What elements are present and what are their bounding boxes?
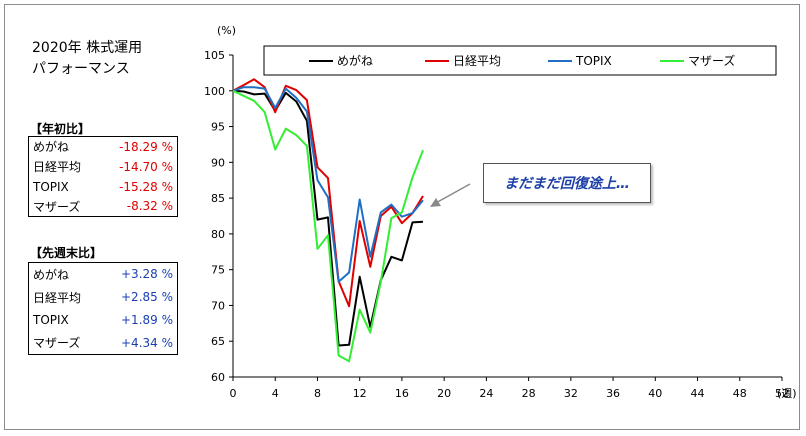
week-name: マザーズ xyxy=(33,336,81,351)
week-value: +3.28 % xyxy=(121,267,173,282)
legend-label: 日経平均 xyxy=(453,54,501,68)
ytd-row: 日経平均 -14.70 % xyxy=(29,157,178,177)
ytd-row: TOPIX -15.28 % xyxy=(29,177,178,197)
y-tick-label: 90 xyxy=(211,156,225,169)
week-row: めがね +3.28 % xyxy=(29,263,178,286)
ytd-table: めがね -18.29 % 日経平均 -14.70 % TOPIX -15.28 % マザーズ… xyxy=(28,136,178,217)
chart-frame xyxy=(4,4,800,430)
week-row: TOPIX +1.89 % xyxy=(29,309,178,332)
ytd-name: 日経平均 xyxy=(33,160,82,174)
chart-title: 2020年 株式運用 パフォーマンス xyxy=(32,38,142,80)
ytd-value: -15.28 % xyxy=(119,179,173,194)
y-tick-label: 105 xyxy=(204,49,225,62)
x-tick-label: 20 xyxy=(437,387,451,400)
ytd-section-label: 【年初比】 xyxy=(30,122,91,136)
arrow-line xyxy=(433,183,471,205)
x-tick-label: 32 xyxy=(564,387,578,400)
legend-box xyxy=(263,45,777,76)
x-tick-label: 24 xyxy=(479,387,493,400)
chart-axes xyxy=(232,55,782,378)
x-tick-label: 4 xyxy=(272,387,279,400)
week-value: +2.85 % xyxy=(121,290,173,304)
series-line xyxy=(232,78,424,308)
x-tick-label: 28 xyxy=(522,387,536,400)
annotation-callout: まだまだ回復途上… xyxy=(483,163,651,203)
week-table: めがね +3.28 % 日経平均 +2.85 % TOPIX +1.89 % マザーズ +4.… xyxy=(28,262,178,355)
x-tick-label: 12 xyxy=(353,387,367,400)
chart-series xyxy=(232,78,424,363)
week-name: TOPIX xyxy=(33,313,69,327)
arrow-head xyxy=(430,198,441,207)
week-name: めがね xyxy=(33,267,70,282)
annotation-arrow xyxy=(430,183,471,207)
ytd-name: マザーズ xyxy=(33,199,81,214)
ytd-value: -18.29 % xyxy=(119,139,173,154)
y-tick-label: 65 xyxy=(211,335,225,348)
x-tick-label: 16 xyxy=(395,387,409,400)
week-value: +1.89 % xyxy=(121,313,173,327)
week-row: マザーズ +4.34 % xyxy=(29,332,178,355)
y-tick-label: 85 xyxy=(211,192,225,205)
week-section-label: 【先週末比】 xyxy=(30,246,103,260)
week-row: 日経平均 +2.85 % xyxy=(29,286,178,309)
y-tick-label: 60 xyxy=(211,371,225,384)
y-tick-label: 100 xyxy=(204,85,225,98)
x-tick-label: 40 xyxy=(648,387,662,400)
y-tick-label: 70 xyxy=(211,299,225,312)
x-tick-label: 0 xyxy=(230,387,237,400)
legend-label: TOPIX xyxy=(575,54,612,68)
series-line xyxy=(232,86,424,283)
x-tick-label: 52 xyxy=(775,387,789,400)
ytd-value: -14.70 % xyxy=(119,159,173,174)
series-line xyxy=(232,89,424,363)
legend-label: めがね xyxy=(337,53,373,68)
title-line-1: 2020年 株式運用 xyxy=(32,40,143,56)
week-value: +4.34 % xyxy=(121,335,173,350)
x-tick-label: 44 xyxy=(691,387,705,400)
x-unit-label: (週) xyxy=(777,387,797,400)
chart-legend: めがね 日経平均 TOPIX マザーズ xyxy=(263,45,777,76)
x-tick-label: 36 xyxy=(606,387,620,400)
ytd-name: めがね xyxy=(33,140,70,155)
title-line-2: パフォーマンス xyxy=(32,61,130,77)
series-line xyxy=(232,89,424,347)
ytd-row: めがね -18.29 % xyxy=(29,137,178,157)
y-unit-label: (%) xyxy=(217,24,236,37)
y-tick-label: 75 xyxy=(211,264,225,277)
y-tick-label: 80 xyxy=(211,228,225,241)
ytd-row: マザーズ -8.32 % xyxy=(29,197,178,217)
x-tick-label: 8 xyxy=(314,387,321,400)
ytd-name: TOPIX xyxy=(33,179,69,194)
legend-label: マザーズ xyxy=(688,53,735,68)
y-tick-label: 95 xyxy=(211,121,225,134)
ytd-value: -8.32 % xyxy=(126,199,173,214)
week-name: 日経平均 xyxy=(33,290,82,305)
x-tick-label: 48 xyxy=(733,387,747,400)
